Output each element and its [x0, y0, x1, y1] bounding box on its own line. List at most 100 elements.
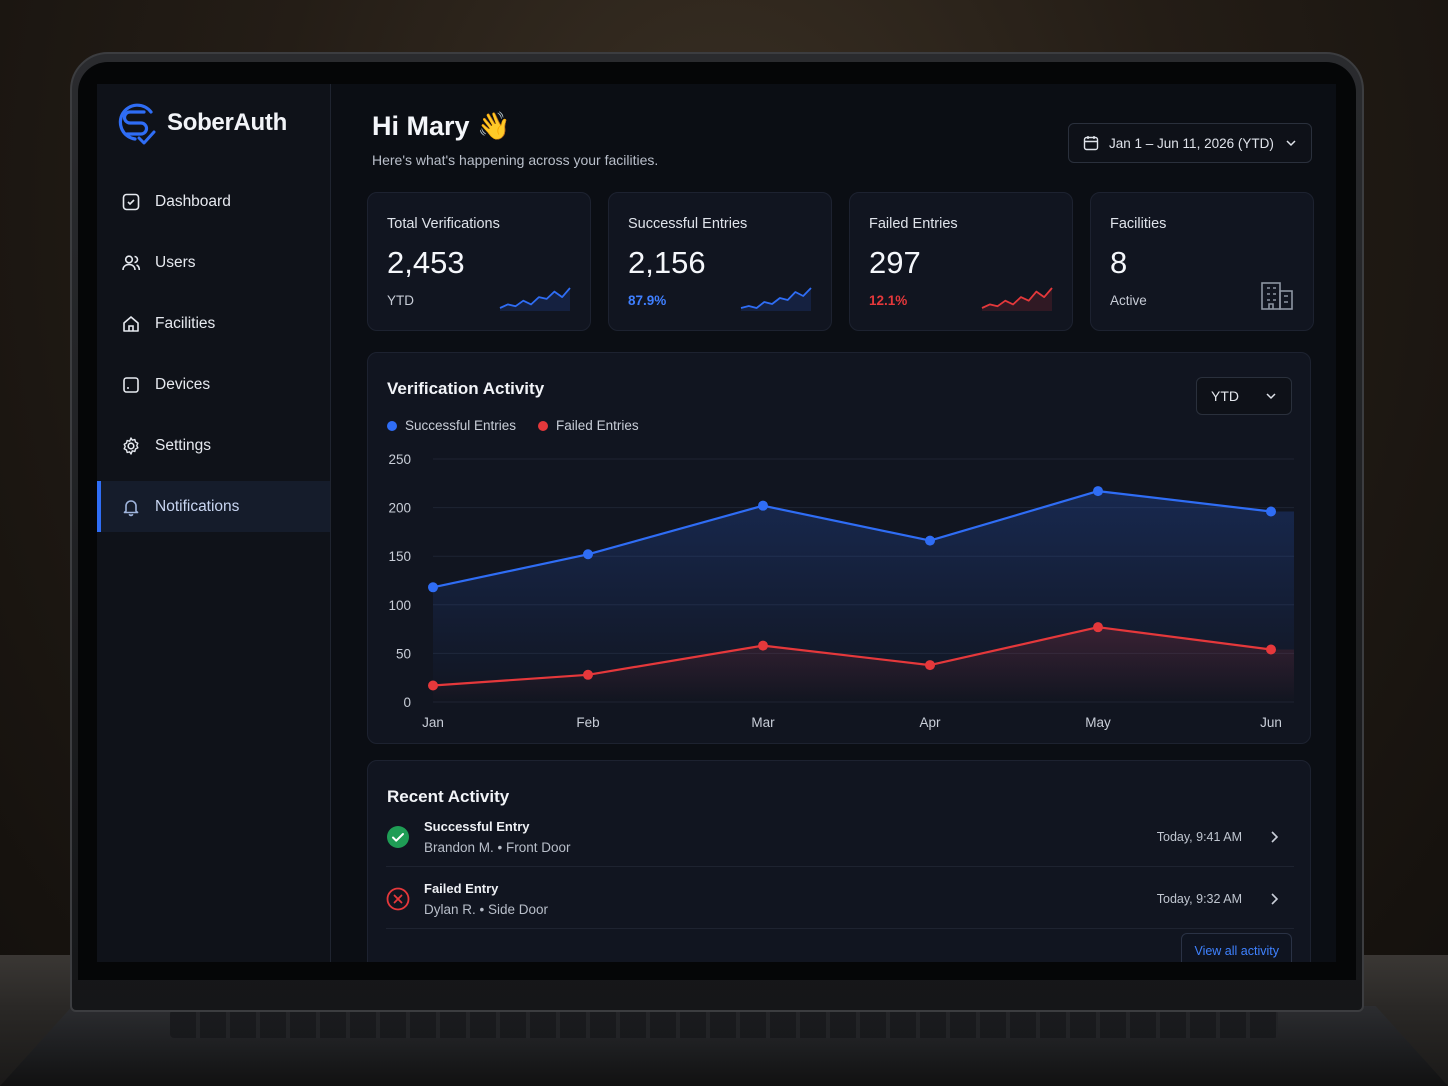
data-point [583, 549, 593, 560]
stat-value: 2,156 [628, 245, 706, 280]
sidebar-item-label: Settings [155, 436, 212, 454]
data-point [583, 669, 593, 680]
sidebar-item-notifications[interactable]: Notifications [97, 481, 330, 532]
stat-card-successful-entries[interactable]: Successful Entries 2,156 87.9% [608, 192, 832, 331]
sidebar-item-devices[interactable]: Devices [97, 359, 330, 410]
data-point [428, 582, 438, 593]
chevron-right-icon[interactable] [1268, 830, 1280, 844]
series-line [432, 626, 1272, 687]
sidebar-item-label: Dashboard [155, 192, 231, 210]
recent-activity-panel: Recent Activity Successful Entry Brandon… [367, 760, 1311, 962]
legend-label: Successful Entries [405, 418, 517, 433]
home-icon [121, 314, 141, 334]
stat-foot: 12.1% [869, 293, 908, 308]
device-icon [121, 375, 141, 395]
stat-card-total-verifications[interactable]: Total Verifications 2,453 YTD [367, 192, 591, 331]
keyboard [170, 1010, 1278, 1038]
stat-foot: 87.9% [628, 293, 667, 308]
verification-line-chart: 0 50 100 150 200 250 Jan Feb Mar Apr May Jun [388, 452, 1294, 730]
y-tick-label: 50 [396, 646, 411, 661]
data-point [925, 535, 935, 546]
data-point [758, 640, 768, 651]
verification-activity-panel: Verification Activity Successful Entries… [367, 352, 1311, 744]
data-point [758, 500, 768, 511]
x-tick-label: Feb [576, 715, 599, 730]
view-all-activity-button[interactable]: View all activity [1181, 933, 1292, 962]
sparkline-line [740, 287, 812, 309]
app-screen: SoberAuth Dashboard Users Facilities [97, 84, 1336, 962]
activity-desc: Dylan R. • Side Door [424, 901, 549, 917]
sparkline-area [500, 288, 570, 311]
chart-title: Verification Activity [387, 379, 545, 398]
logo[interactable]: SoberAuth [115, 100, 287, 146]
activity-time: Today, 9:41 AM [1156, 829, 1242, 844]
chevron-right-icon[interactable] [1268, 892, 1280, 906]
y-tick-label: 100 [388, 598, 411, 613]
activity-row[interactable]: Failed Entry Dylan R. • Side Door Today,… [386, 869, 1294, 929]
sidebar-item-facilities[interactable]: Facilities [97, 298, 330, 349]
x-tick-label: Jun [1260, 715, 1282, 730]
sparkline-area [741, 288, 811, 311]
check-circle-icon [387, 825, 409, 848]
data-point [1093, 486, 1103, 497]
stat-label: Failed Entries [869, 216, 958, 232]
dashboard-icon [121, 192, 141, 212]
y-tick-label: 150 [388, 549, 411, 564]
chevron-down-icon [1286, 140, 1296, 147]
stat-card-failed-entries[interactable]: Failed Entries 297 12.1% [849, 192, 1073, 331]
sidebar-item-users[interactable]: Users [97, 237, 330, 288]
stat-foot: Active [1110, 293, 1147, 308]
sidebar-item-dashboard[interactable]: Dashboard [97, 176, 330, 227]
sparkline-chart [499, 287, 571, 311]
series-line [432, 490, 1272, 589]
sidebar-item-label: Users [155, 253, 196, 271]
legend-label: Failed Entries [556, 418, 639, 433]
activity-time: Today, 9:32 AM [1156, 891, 1242, 906]
activity-row[interactable]: Successful Entry Brandon M. • Front Door… [386, 807, 1294, 867]
series-area [433, 627, 1294, 702]
activity-title: Successful Entry [424, 818, 530, 834]
y-tick-label: 0 [403, 695, 411, 710]
legend-item-failed[interactable]: Failed Entries [538, 418, 639, 433]
recent-activity-title: Recent Activity [387, 787, 510, 806]
sparkline-line [981, 287, 1053, 309]
data-point [1093, 622, 1103, 633]
data-point [925, 660, 935, 671]
date-range-picker[interactable]: Jan 1 – Jun 11, 2026 (YTD) [1068, 123, 1312, 163]
page-title: Hi Mary 👋 [372, 111, 511, 141]
x-tick-label: Jan [422, 715, 444, 730]
legend-item-successful[interactable]: Successful Entries [387, 418, 516, 433]
y-tick-label: 200 [388, 501, 411, 516]
range-select-value: YTD [1211, 388, 1239, 404]
data-point [428, 680, 438, 691]
sidebar-nav: Dashboard Users Facilities Devices [97, 176, 330, 542]
sparkline-line [499, 287, 571, 309]
bell-icon [121, 497, 141, 517]
stat-label: Facilities [1110, 216, 1167, 232]
stat-label: Total Verifications [387, 216, 500, 232]
x-tick-label: Mar [751, 715, 775, 730]
logo-icon [118, 103, 156, 145]
building-icon [1261, 282, 1293, 310]
gear-icon [121, 436, 141, 456]
sidebar-item-label: Facilities [155, 314, 216, 332]
sparkline-chart [981, 287, 1053, 311]
stat-value: 2,453 [387, 245, 465, 280]
sparkline-chart [740, 287, 812, 311]
sidebar-item-settings[interactable]: Settings [97, 420, 330, 471]
data-point [1266, 644, 1276, 655]
range-select[interactable]: YTD [1196, 377, 1292, 415]
x-circle-icon [386, 887, 410, 910]
stat-value: 297 [869, 245, 921, 280]
y-tick-label: 250 [388, 452, 411, 467]
sparkline-area [982, 288, 1052, 311]
stat-label: Successful Entries [628, 216, 748, 232]
app-name: SoberAuth [167, 109, 287, 136]
sidebar: SoberAuth Dashboard Users Facilities [97, 84, 331, 962]
activity-text: Successful Entry Brandon M. • Front Door [424, 819, 571, 855]
stat-card-facilities[interactable]: Facilities 8 Active [1090, 192, 1314, 331]
stat-value: 8 [1110, 245, 1128, 280]
sidebar-item-label: Devices [155, 375, 211, 393]
activity-text: Failed Entry Dylan R. • Side Door [424, 881, 548, 917]
calendar-icon [1083, 136, 1099, 151]
